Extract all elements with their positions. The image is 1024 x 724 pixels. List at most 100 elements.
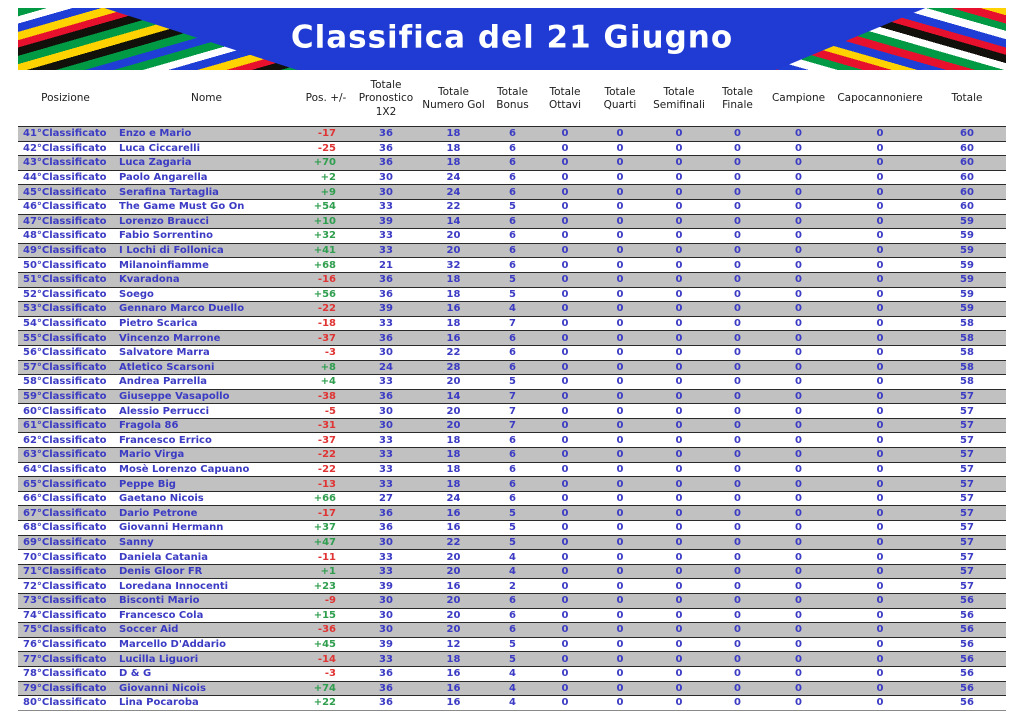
ottavi-cell: 0	[538, 184, 592, 200]
capocannoniere-cell: 0	[832, 403, 928, 419]
ottavi-cell: 0	[538, 315, 592, 331]
bonus-cell: 6	[487, 490, 538, 506]
semifinali-cell: 0	[648, 593, 710, 609]
capocannoniere-cell: 0	[832, 476, 928, 492]
quarti-cell: 0	[592, 257, 648, 273]
semifinali-cell: 0	[648, 286, 710, 302]
totale-cell: 59	[928, 242, 1006, 258]
totale-cell: 57	[928, 563, 1006, 579]
name-cell: Fabio Sorrentino	[113, 228, 300, 244]
table-row: 67°Classificato Dario Petrone -17 36 16 5 0 0 0 0…	[18, 505, 1006, 521]
bonus-cell: 5	[487, 505, 538, 521]
column-header-rank: Posizione	[41, 92, 90, 105]
capocannoniere-cell: 0	[832, 228, 928, 244]
quarti-cell: 0	[592, 520, 648, 536]
quarti-cell: 0	[592, 359, 648, 375]
campione-cell: 0	[765, 315, 832, 331]
capocannoniere-cell: 0	[832, 315, 928, 331]
capocannoniere-cell: 0	[832, 330, 928, 346]
delta-cell: -17	[300, 126, 352, 142]
name-cell: D & G	[113, 665, 300, 682]
delta-cell: -37	[300, 432, 352, 448]
gol-cell: 20	[420, 622, 487, 638]
pronostico-cell: 33	[352, 549, 420, 565]
bonus-cell: 6	[487, 155, 538, 171]
semifinali-cell: 0	[648, 198, 710, 215]
campione-cell: 0	[765, 490, 832, 506]
totale-cell: 56	[928, 680, 1006, 696]
pronostico-cell: 33	[352, 476, 420, 492]
rank-cell: 43°Classificato	[18, 155, 113, 171]
finale-cell: 0	[710, 286, 765, 302]
finale-cell: 0	[710, 563, 765, 579]
delta-cell: +23	[300, 578, 352, 594]
semifinali-cell: 0	[648, 388, 710, 404]
pronostico-cell: 30	[352, 344, 420, 360]
totale-cell: 56	[928, 593, 1006, 609]
ottavi-cell: 0	[538, 271, 592, 288]
pronostico-cell: 24	[352, 359, 420, 375]
table-row: 41°Classificato Enzo e Mario -17 36 18 6 0 0 0 0 0…	[18, 126, 1006, 142]
campione-cell: 0	[765, 242, 832, 258]
campione-cell: 0	[765, 680, 832, 696]
rank-cell: 64°Classificato	[18, 461, 113, 477]
gol-cell: 16	[420, 505, 487, 521]
rank-cell: 75°Classificato	[18, 622, 113, 638]
table-row: 62°Classificato Francesco Errico -37 33 18 6 0…	[18, 432, 1006, 448]
name-cell: Milanoinfiamme	[113, 257, 300, 273]
campione-cell: 0	[765, 461, 832, 477]
semifinali-cell: 0	[648, 184, 710, 200]
campione-cell: 0	[765, 636, 832, 652]
capocannoniere-cell: 0	[832, 242, 928, 258]
pronostico-cell: 36	[352, 155, 420, 171]
gol-cell: 18	[420, 461, 487, 477]
quarti-cell: 0	[592, 417, 648, 433]
delta-cell: -9	[300, 593, 352, 609]
table-row: 72°Classificato Loredana Innocenti +23 39 16…	[18, 578, 1006, 594]
gol-cell: 16	[420, 695, 487, 711]
pronostico-cell: 30	[352, 622, 420, 638]
finale-cell: 0	[710, 651, 765, 667]
name-cell: Serafina Tartaglia	[113, 184, 300, 200]
ottavi-cell: 0	[538, 447, 592, 463]
rank-cell: 69°Classificato	[18, 534, 113, 550]
capocannoniere-cell: 0	[832, 490, 928, 506]
campione-cell: 0	[765, 593, 832, 609]
name-cell: Loredana Innocenti	[113, 578, 300, 594]
ottavi-cell: 0	[538, 374, 592, 390]
ottavi-cell: 0	[538, 505, 592, 521]
finale-cell: 0	[710, 505, 765, 521]
delta-cell: -37	[300, 330, 352, 346]
table-header-row: Posizione Nome Pos. +/- Totale Pronostico 1…	[18, 72, 1006, 127]
totale-cell: 57	[928, 388, 1006, 404]
column-header-pronostico: Totale Pronostico 1X2	[358, 79, 414, 118]
bonus-cell: 5	[487, 636, 538, 652]
quarti-cell: 0	[592, 344, 648, 360]
rank-cell: 76°Classificato	[18, 636, 113, 652]
table-row: 61°Classificato Fragola 86 -31 30 20 7 0 0 0 0 0 0 5…	[18, 417, 1006, 433]
name-cell: Andrea Parrella	[113, 374, 300, 390]
quarti-cell: 0	[592, 126, 648, 142]
gol-cell: 24	[420, 490, 487, 506]
finale-cell: 0	[710, 301, 765, 317]
pronostico-cell: 33	[352, 198, 420, 215]
ottavi-cell: 0	[538, 228, 592, 244]
delta-cell: -3	[300, 665, 352, 682]
pronostico-cell: 33	[352, 242, 420, 258]
ranking-table: Posizione Nome Pos. +/- Totale Pronostico 1…	[18, 72, 1006, 711]
quarti-cell: 0	[592, 665, 648, 682]
finale-cell: 0	[710, 242, 765, 258]
capocannoniere-cell: 0	[832, 184, 928, 200]
totale-cell: 57	[928, 417, 1006, 433]
finale-cell: 0	[710, 126, 765, 142]
semifinali-cell: 0	[648, 476, 710, 492]
quarti-cell: 0	[592, 169, 648, 185]
totale-cell: 56	[928, 651, 1006, 667]
bonus-cell: 4	[487, 695, 538, 711]
gol-cell: 24	[420, 184, 487, 200]
name-cell: Giovanni Nicois	[113, 680, 300, 696]
name-cell: Lina Pocaroba	[113, 695, 300, 711]
campione-cell: 0	[765, 534, 832, 550]
rank-cell: 63°Classificato	[18, 447, 113, 463]
pronostico-cell: 36	[352, 695, 420, 711]
